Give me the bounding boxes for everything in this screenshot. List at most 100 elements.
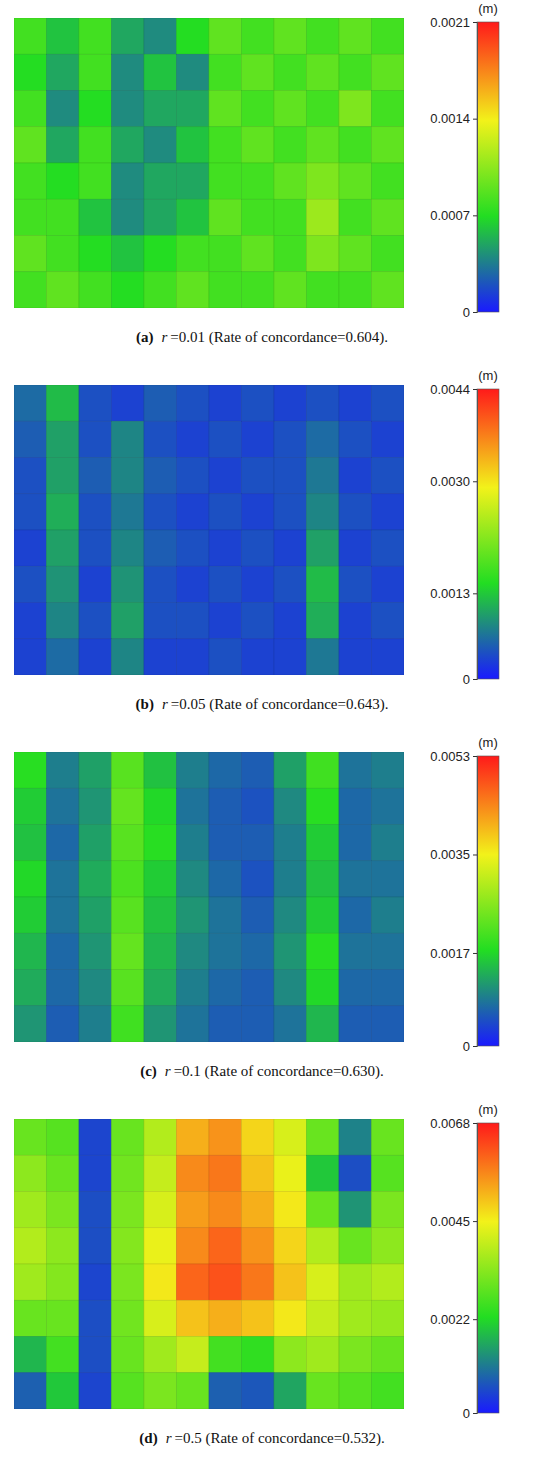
colorbar-title: (m) [478, 735, 498, 750]
cell [112, 639, 145, 675]
cell [112, 127, 145, 163]
cell [144, 385, 177, 421]
colorbar-title: (m) [478, 1, 498, 16]
cell [242, 1373, 275, 1409]
cell [307, 1264, 340, 1300]
cell [372, 530, 405, 566]
cell [14, 897, 47, 933]
tick: 0.0014 [430, 111, 477, 126]
cell [339, 163, 372, 199]
cell [47, 861, 80, 897]
cell [339, 897, 372, 933]
cell [177, 494, 210, 530]
caption-variable: r [161, 329, 167, 345]
cell [79, 825, 112, 861]
cell [307, 494, 340, 530]
cell [47, 1006, 80, 1042]
cell [144, 603, 177, 639]
cell [242, 199, 275, 235]
cell [242, 788, 275, 824]
tick-label: 0 [463, 672, 470, 687]
cell [339, 603, 372, 639]
cell [307, 825, 340, 861]
cell [112, 1373, 145, 1409]
cell [14, 385, 47, 421]
cell [242, 236, 275, 272]
colorbar-axis: 00.00130.00300.0044 [430, 382, 477, 687]
cell [372, 91, 405, 127]
cell [372, 1300, 405, 1336]
cell [242, 385, 275, 421]
tick-label: 0.0035 [430, 847, 470, 862]
cell [79, 603, 112, 639]
cell [14, 639, 47, 675]
tick-mark [473, 481, 477, 482]
cell [112, 458, 145, 494]
cell [372, 861, 405, 897]
cell [144, 1119, 177, 1155]
cell [242, 603, 275, 639]
cell [47, 54, 80, 90]
colorbar-axis: 00.00220.00450.0068 [430, 1116, 477, 1421]
colorbar-axis-line [473, 23, 478, 313]
cell [144, 1373, 177, 1409]
cell [79, 54, 112, 90]
cell [14, 752, 47, 788]
cell [274, 199, 307, 235]
cell [144, 933, 177, 969]
caption-label: (a) [136, 329, 154, 346]
tick-mark [473, 215, 477, 216]
cell [144, 54, 177, 90]
tick: 0.0053 [430, 749, 477, 764]
panel: 00.00130.00300.0044(m)(b)r=0.05 (Rate of… [14, 368, 499, 713]
cell [47, 1337, 80, 1373]
cell [209, 494, 242, 530]
cell [112, 199, 145, 235]
cell [177, 421, 210, 457]
tick-mark [473, 756, 477, 757]
cell [274, 236, 307, 272]
cell [339, 458, 372, 494]
cell [79, 788, 112, 824]
cell [372, 385, 405, 421]
cell [209, 236, 242, 272]
cell [372, 18, 405, 54]
cell [242, 897, 275, 933]
cell [372, 421, 405, 457]
cell [242, 752, 275, 788]
cell [307, 1228, 340, 1264]
cell [47, 970, 80, 1006]
cell [177, 1155, 210, 1191]
cell [372, 1119, 405, 1155]
cell [372, 272, 405, 308]
cell [112, 897, 145, 933]
cell [14, 54, 47, 90]
cell [177, 91, 210, 127]
cell [79, 1300, 112, 1336]
caption: (c)r=0.1 (Rate of concordance=0.630). [140, 1063, 384, 1080]
cell [79, 1006, 112, 1042]
cell [144, 530, 177, 566]
cell [274, 1119, 307, 1155]
tick: 0.0007 [430, 208, 477, 223]
cell [339, 236, 372, 272]
cell [144, 199, 177, 235]
cell [209, 530, 242, 566]
tick-label: 0.0045 [430, 1214, 470, 1229]
cell [177, 897, 210, 933]
cell [307, 1192, 340, 1228]
cell [274, 1337, 307, 1373]
cell [339, 1337, 372, 1373]
cell [274, 385, 307, 421]
cell [339, 494, 372, 530]
cell [14, 91, 47, 127]
cell [79, 933, 112, 969]
cell [79, 752, 112, 788]
cell [274, 933, 307, 969]
colorbar-axis-line [473, 1124, 478, 1414]
cell [79, 1192, 112, 1228]
cell [372, 54, 405, 90]
cell [242, 54, 275, 90]
cell [209, 933, 242, 969]
cell [307, 91, 340, 127]
